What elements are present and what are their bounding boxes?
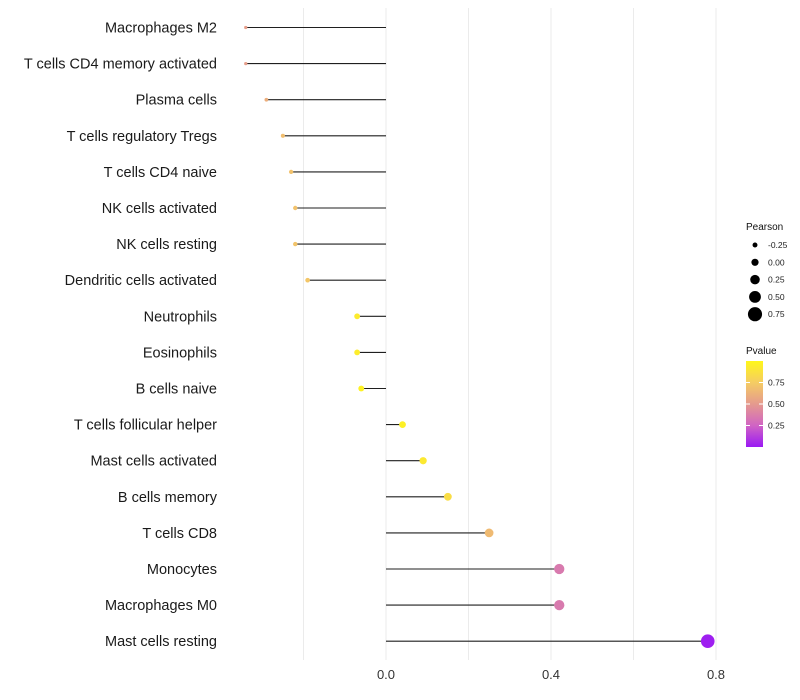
pearson-legend-dot — [750, 274, 760, 285]
lollipop-dot — [305, 277, 310, 283]
category-label: Mast cells resting — [105, 634, 217, 650]
pvalue-legend-label: 0.75 — [768, 378, 785, 388]
pvalue-legend-label: 0.25 — [768, 421, 785, 431]
category-label: T cells CD4 memory activated — [24, 57, 217, 73]
lollipop-dot — [419, 457, 427, 465]
category-label: T cells regulatory Tregs — [67, 129, 217, 145]
lollipop-dot — [399, 421, 406, 428]
lollipop-dot — [264, 97, 269, 102]
category-label: T cells follicular helper — [74, 418, 217, 434]
category-label: Monocytes — [147, 562, 217, 578]
x-tick-label: 0.0 — [377, 667, 395, 682]
category-label: NK cells activated — [102, 201, 217, 217]
lollipop-dot — [280, 133, 285, 138]
lollipop-dot — [554, 563, 565, 575]
lollipop-dot — [358, 385, 365, 392]
pearson-legend-dot — [749, 290, 761, 303]
pearson-legend-title: Pearson — [746, 222, 783, 233]
pearson-legend-dot — [751, 258, 759, 266]
pvalue-colorbar — [746, 361, 763, 447]
pvalue-color-legend: Pvalue 0.75 0.50 0.25 — [746, 346, 785, 447]
grid-lines — [303, 8, 717, 660]
pvalue-legend-label: 0.50 — [768, 399, 785, 409]
x-tick-label: 0.8 — [707, 667, 725, 682]
category-label: Macrophages M2 — [105, 21, 217, 37]
x-axis-ticks: 0.0 0.4 0.8 — [377, 667, 725, 682]
category-label: Dendritic cells activated — [65, 273, 217, 289]
pearson-legend-label: 0.75 — [768, 309, 785, 319]
category-label: T cells CD8 — [142, 526, 217, 542]
pvalue-legend-title: Pvalue — [746, 346, 777, 357]
lollipop-dot — [288, 169, 294, 175]
lollipop-dot — [354, 313, 361, 320]
category-label: NK cells resting — [116, 237, 217, 253]
x-tick-label: 0.4 — [542, 667, 560, 682]
category-label: Eosinophils — [143, 345, 217, 361]
pearson-legend-label: -0.25 — [768, 240, 788, 250]
lollipop-dot — [293, 241, 298, 247]
category-label: Plasma cells — [136, 93, 217, 109]
category-label: Mast cells activated — [90, 454, 217, 470]
pearson-legend-label: 0.25 — [768, 275, 785, 285]
lollipop-dot — [244, 61, 248, 66]
lollipop-stems — [245, 26, 708, 642]
lollipop-dot — [293, 205, 298, 211]
category-label: B cells memory — [118, 490, 218, 506]
category-labels: Macrophages M2 T cells CD4 memory activat… — [24, 21, 218, 651]
lollipop-dot — [484, 528, 494, 538]
lollipop-dot — [244, 25, 248, 30]
lollipop-dot — [443, 492, 452, 501]
lollipop-dot — [554, 599, 565, 611]
lollipop-dots — [244, 25, 715, 648]
pearson-legend-dot — [747, 307, 763, 322]
pearson-legend-label: 0.00 — [768, 257, 785, 267]
category-label: Neutrophils — [144, 309, 217, 325]
category-label: B cells naive — [136, 382, 217, 398]
lollipop-dot — [700, 634, 715, 648]
pearson-legend-dot — [752, 242, 758, 248]
pearson-size-legend: Pearson -0.25 0.00 0.25 0.50 0.75 — [746, 222, 788, 322]
category-label: T cells CD4 naive — [104, 165, 217, 181]
lollipop-dot — [354, 349, 361, 356]
category-label: Macrophages M0 — [105, 598, 217, 614]
pearson-legend-label: 0.50 — [768, 292, 785, 302]
